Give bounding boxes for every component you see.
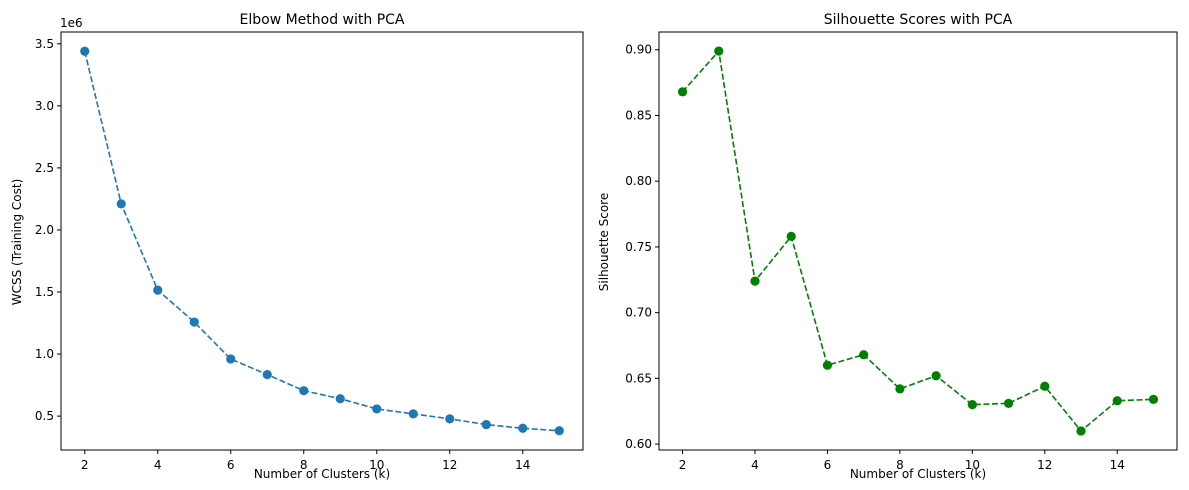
silhouette-chart-data-point — [677, 87, 688, 97]
elbow-chart-plot-frame — [60, 31, 584, 451]
elbow-chart-y-tick-label: 0.5 — [35, 409, 54, 423]
elbow-chart-data-point — [262, 369, 272, 380]
silhouette-chart-data-point — [967, 400, 977, 410]
elbow-chart-data-point — [372, 404, 382, 414]
silhouette-chart-data-point — [786, 231, 796, 241]
elbow-chart-marks — [80, 46, 564, 436]
silhouette-chart-y-tick-label: 0.75 — [625, 240, 652, 254]
silhouette-chart-x-tick-label: 10 — [965, 458, 980, 472]
elbow-chart-x-tick-label: 8 — [300, 458, 308, 472]
elbow-chart-data-point — [189, 317, 199, 327]
silhouette-chart-marks — [677, 46, 1159, 436]
elbow-chart-x-tick-label: 2 — [81, 458, 89, 472]
silhouette-chart-data-point — [822, 360, 833, 370]
silhouette-chart-x-tick-label: 6 — [824, 458, 832, 472]
elbow-chart-x-tick-label: 10 — [369, 458, 384, 472]
elbow-chart-data-point — [116, 199, 126, 209]
elbow-chart-y-tick-label: 2.5 — [35, 161, 54, 175]
elbow-chart-series-line — [83, 51, 560, 432]
elbow-chart-data-point — [518, 423, 528, 433]
silhouette-chart: Silhouette Scores with PCA Number of Clu… — [597, 12, 1178, 481]
silhouette-chart-y-axis-label: Silhouette Score — [597, 193, 611, 291]
silhouette-chart-plot-frame — [658, 31, 1178, 451]
silhouette-chart-x-axis-label: Number of Clusters (k) — [850, 467, 986, 481]
elbow-chart-data-point — [335, 394, 345, 404]
elbow-chart-y-tick-label: 3.5 — [35, 37, 54, 51]
elbow-chart-y-offset-label: 1e6 — [60, 16, 83, 30]
elbow-chart-ticks: 2 4 6 8 10 12 14 0.5 1.0 1.5 2.0 2.5 3.0 3.5 — [35, 37, 531, 472]
elbow-chart-data-point — [153, 285, 163, 295]
silhouette-chart-x-tick-label: 14 — [1110, 458, 1125, 472]
elbow-chart-y-tick-label: 2.0 — [35, 223, 54, 237]
elbow-chart-data-point — [481, 419, 491, 430]
silhouette-chart-data-point — [1148, 394, 1159, 404]
elbow-chart: Elbow Method with PCA Number of Clusters… — [10, 12, 584, 481]
elbow-chart-title: Elbow Method with PCA — [240, 12, 405, 28]
silhouette-chart-data-point — [1040, 381, 1050, 391]
elbow-chart-x-tick-label: 6 — [227, 458, 235, 472]
silhouette-chart-data-point — [931, 371, 941, 381]
elbow-chart-data-point — [299, 386, 309, 396]
silhouette-chart-ticks: 2 4 6 8 10 12 14 0.60 0.65 0.70 0.75 0.80 0.85 0.90 — [625, 43, 1125, 472]
silhouette-chart-data-point — [1112, 396, 1122, 406]
elbow-chart-data-point — [445, 414, 455, 424]
silhouette-chart-title: Silhouette Scores with PCA — [824, 12, 1013, 28]
silhouette-chart-x-tick-label: 4 — [751, 458, 759, 472]
elbow-chart-y-axis-label: WCSS (Training Cost) — [10, 179, 24, 306]
elbow-chart-x-tick-label: 4 — [154, 458, 162, 472]
silhouette-chart-data-point — [859, 350, 869, 360]
silhouette-chart-data-point — [1076, 426, 1086, 436]
silhouette-chart-x-tick-label: 12 — [1037, 458, 1052, 472]
elbow-chart-data-point — [80, 46, 90, 56]
elbow-chart-data-point — [554, 426, 564, 436]
silhouette-chart-data-point — [895, 384, 905, 394]
silhouette-chart-y-tick-label: 0.60 — [625, 437, 652, 451]
elbow-chart-x-axis-label: Number of Clusters (k) — [254, 467, 390, 481]
elbow-chart-data-point — [226, 354, 236, 364]
silhouette-chart-y-tick-label: 0.80 — [625, 174, 652, 188]
silhouette-chart-y-tick-label: 0.90 — [625, 43, 652, 57]
elbow-chart-y-tick-label: 1.0 — [35, 347, 54, 361]
silhouette-chart-data-point — [714, 46, 724, 56]
silhouette-chart-data-point — [750, 276, 760, 286]
silhouette-chart-x-tick-label: 8 — [896, 458, 904, 472]
elbow-chart-x-tick-label: 14 — [515, 458, 530, 472]
elbow-chart-x-tick-label: 12 — [442, 458, 457, 472]
elbow-chart-y-tick-label: 3.0 — [35, 99, 54, 113]
silhouette-chart-y-tick-label: 0.65 — [625, 371, 652, 385]
silhouette-chart-x-tick-label: 2 — [679, 458, 687, 472]
silhouette-chart-series-line — [681, 49, 1154, 433]
silhouette-chart-data-point — [1003, 398, 1014, 408]
elbow-chart-data-point — [408, 409, 418, 419]
silhouette-chart-y-tick-label: 0.70 — [625, 306, 652, 320]
elbow-chart-y-tick-label: 1.5 — [35, 285, 54, 299]
silhouette-chart-y-tick-label: 0.85 — [625, 108, 652, 122]
